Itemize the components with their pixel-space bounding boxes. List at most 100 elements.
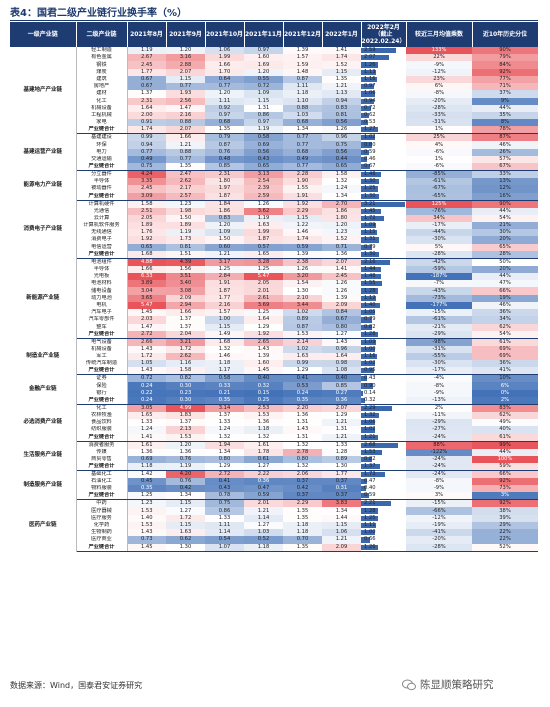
turnover-cell: 0.52 (244, 536, 283, 544)
table-row: 新能源产业链 电池组件 4.88 4.39 3.17 3.28 2.38 2.07 2.16 -4… (10, 258, 538, 339)
industry-name: 产业链合计 (76, 543, 128, 552)
multiplier-cell: -61% (406, 316, 472, 324)
turnover-cell: 0.75 (205, 499, 244, 508)
turnover-cell: 2.66 (127, 338, 166, 346)
feb-turnover-value: 2.21 (364, 500, 376, 507)
turnover-cell: 3.89 (127, 280, 166, 288)
turnover-cell: 1.29 (322, 411, 361, 420)
turnover-cell: 1.40 (127, 514, 166, 522)
feb-turnover-cell: 0.79 (361, 244, 406, 251)
turnover-cell: 2.06 (283, 470, 322, 478)
industry-name: 电力 (76, 148, 128, 156)
feb-turnover-cell: 0.47 (361, 478, 406, 485)
turnover-cell: 1.44 (322, 514, 361, 522)
feb-turnover-cell: 1.45 (361, 208, 406, 215)
turnover-cell: 1.94 (205, 441, 244, 449)
percentile-cell: 54% (472, 214, 538, 222)
turnover-cell: 0.76 (205, 148, 244, 156)
industry-name: 食品饮料 (76, 419, 128, 427)
turnover-cell: 1.23 (322, 229, 361, 237)
table-row: 物料服装 0.35 0.42 0.43 0.47 0.42 0.31 0.40 -9% 73% (10, 485, 538, 493)
multiplier-cell: -76% (406, 207, 472, 215)
turnover-cell: 1.68 (127, 250, 166, 259)
turnover-cell: 1.11 (205, 97, 244, 105)
feb-turnover-cell: 3.21 (361, 200, 406, 208)
turnover-bar (361, 522, 377, 529)
feb-turnover-cell: 1.53 (361, 449, 406, 456)
turnover-bar (361, 69, 377, 75)
percentile-cell: 73% (472, 485, 538, 493)
turnover-cell: 3.69 (244, 301, 283, 310)
turnover-cell: 0.88 (166, 119, 205, 127)
turnover-cell: 1.80 (322, 214, 361, 222)
multiplier-cell: -31% (406, 345, 472, 353)
turnover-table: 一级产业链 二级产业链 2021年8月 2021年9月 2021年10月 2021年11月… (10, 22, 539, 552)
turnover-cell: 3.44 (283, 301, 322, 310)
sector-label: 基建运营产业链 (10, 133, 77, 171)
feb-turnover-value: 1.02 (364, 134, 376, 141)
percentile-cell: 67% (472, 163, 538, 172)
feb-turnover-cell: 1.48 (361, 273, 406, 280)
turnover-cell: 1.48 (283, 68, 322, 76)
turnover-cell: 1.19 (127, 47, 166, 55)
turnover-cell: 1.25 (127, 492, 166, 501)
turnover-cell: 0.97 (205, 111, 244, 120)
industry-name: 医疗服务 (76, 514, 128, 522)
feb-turnover-cell: 1.09 (361, 222, 406, 229)
turnover-cell: 1.21 (322, 536, 361, 544)
turnover-cell: 2.65 (244, 338, 283, 346)
percentile-cell: 16% (472, 192, 538, 201)
table-row: 消费电子产业链 计算机硬件 1.58 1.23 1.84 1.26 1.92 2.70 3.21… (10, 200, 538, 259)
turnover-cell: 1.25 (244, 265, 283, 274)
turnover-bar (361, 208, 381, 214)
multiplier-cell: -41% (406, 529, 472, 537)
table-row: 石油化工 0.45 0.76 0.41 0.36 0.37 0.37 0.47 -8% 92% (10, 477, 538, 486)
turnover-cell: 1.21 (322, 433, 361, 442)
multiplier-cell: -28% (406, 104, 472, 112)
turnover-cell: 1.23 (127, 499, 166, 508)
turnover-bar (361, 346, 375, 352)
feb-turnover-cell: 2.07 (361, 54, 406, 61)
turnover-cell: 1.25 (244, 309, 283, 317)
turnover-cell: 1.35 (205, 126, 244, 135)
multiplier-cell: 88% (406, 441, 472, 449)
turnover-cell: 2.09 (166, 294, 205, 302)
percentile-cell: 36% (472, 309, 538, 317)
percentile-cell: 10% (472, 374, 538, 383)
multiplier-cell: 25% (406, 133, 472, 142)
table-row: 电池材料 3.89 3.40 1.91 2.05 1.54 1.26 1.55 -7% 47% (10, 280, 538, 288)
turnover-cell: 1.98 (166, 207, 205, 215)
multiplier-cell: -4% (406, 374, 472, 383)
table-row: 汽车电子 1.45 1.66 1.57 1.25 1.02 0.84 1.05 -15% 36% (10, 309, 538, 317)
turnover-cell: 2.94 (166, 301, 205, 310)
table-row: 商贸零售 0.69 0.76 0.80 0.61 0.80 0.89 0.82 -24% 100% (10, 455, 538, 463)
feb-turnover-cell: 0.97 (361, 83, 406, 90)
turnover-cell: 0.49 (127, 155, 166, 164)
feb-turnover-value: 1.02 (364, 360, 376, 367)
table-row: 制造服务产业链 基础化工 1.42 4.20 2.72 2.22 2.06 1.77 1.73 -… (10, 470, 538, 500)
industry-name: 石油化工 (76, 477, 128, 486)
turnover-cell: 2.47 (166, 170, 205, 179)
turnover-cell: 5.47 (127, 301, 166, 310)
percentile-cell: 8% (472, 119, 538, 127)
turnover-cell: 1.58 (322, 170, 361, 179)
turnover-cell: 0.35 (283, 396, 322, 405)
turnover-cell: 1.09 (205, 229, 244, 237)
turnover-cell: 1.24 (127, 426, 166, 434)
turnover-cell: 1.87 (244, 236, 283, 244)
feb-turnover-value: 1.53 (364, 448, 376, 455)
feb-turnover-value: 1.40 (364, 302, 376, 309)
turnover-cell: 0.72 (127, 374, 166, 383)
multiplier-cell: -27% (406, 426, 472, 434)
turnover-cell: 1.32 (283, 462, 322, 471)
turnover-cell: 2.31 (205, 170, 244, 179)
turnover-cell: 3.51 (166, 273, 205, 281)
turnover-cell: 1.18 (127, 462, 166, 471)
feb-turnover-value: 1.44 (364, 265, 376, 272)
turnover-cell: 1.21 (322, 83, 361, 91)
multiplier-cell: -20% (406, 536, 472, 544)
turnover-cell: 1.58 (127, 200, 166, 208)
turnover-cell: 0.41 (205, 477, 244, 486)
feb-turnover-value: 0.82 (364, 323, 376, 330)
turnover-cell: 2.22 (244, 470, 283, 478)
